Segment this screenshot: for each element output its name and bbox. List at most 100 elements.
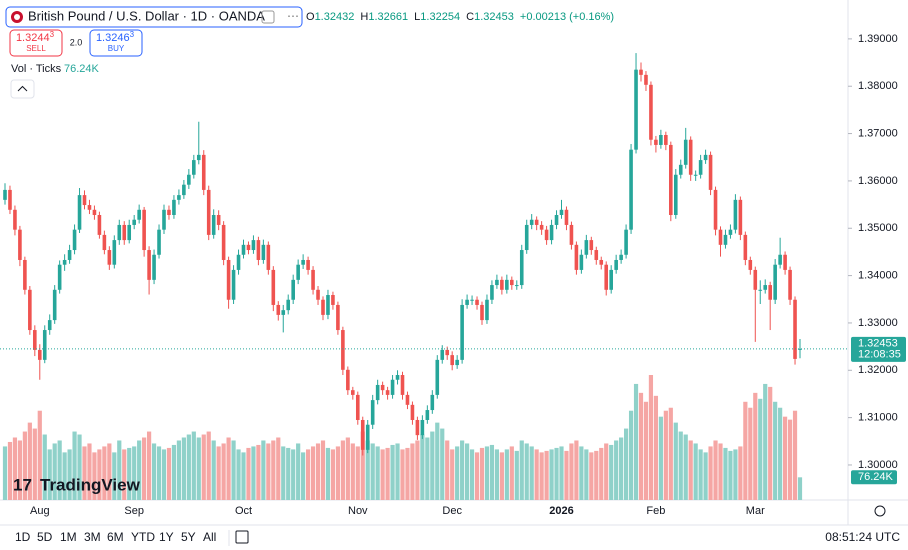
range-button[interactable]: 1D	[15, 530, 31, 544]
volume-bar	[296, 443, 301, 500]
candle-body	[579, 254, 584, 270]
candle-body	[246, 244, 251, 251]
y-tick-label: 1.34000	[858, 270, 898, 282]
volume-bar	[539, 452, 544, 500]
volume-bar	[638, 392, 644, 500]
candle-body	[500, 279, 504, 290]
candle-body	[589, 240, 594, 251]
candle-body	[624, 229, 628, 255]
candle-body	[723, 234, 728, 245]
volume-bar	[494, 449, 500, 500]
volume-bar	[22, 431, 27, 500]
candle-body	[435, 359, 440, 395]
change: +0.00213 (+0.16%)	[520, 11, 614, 23]
candle-body	[67, 250, 72, 260]
candle-body	[678, 164, 683, 175]
range-button[interactable]: 1Y	[159, 530, 174, 544]
volume-bar	[395, 443, 400, 500]
candle-body	[107, 250, 112, 265]
range-button[interactable]: 3M	[84, 530, 101, 544]
x-tick-label: Dec	[442, 505, 462, 517]
y-tick-label: 1.39000	[858, 33, 898, 45]
volume-bar	[142, 437, 147, 500]
candle-body	[3, 189, 7, 200]
volume-bar	[469, 449, 475, 500]
volume-bar	[569, 443, 574, 500]
volume-bar	[489, 444, 495, 500]
candle-body	[544, 229, 549, 241]
volume-bar	[226, 437, 231, 500]
volume-bar	[768, 386, 773, 500]
candle-body	[321, 299, 325, 315]
settings-icon[interactable]	[874, 505, 886, 517]
candle-body	[47, 320, 52, 331]
volume-bar	[370, 443, 375, 500]
volume-bar	[186, 434, 191, 500]
volume-bar	[151, 443, 157, 500]
ohlc-label: O	[306, 11, 315, 23]
candle-body	[455, 359, 459, 366]
volume-bar	[504, 449, 509, 500]
range-button[interactable]: 5D	[37, 530, 53, 544]
volume-bar	[609, 444, 614, 500]
range-button[interactable]: 5Y	[181, 530, 196, 544]
sell-button[interactable]	[9, 29, 63, 57]
candle-body	[316, 289, 320, 300]
x-tick-label: 2026	[549, 505, 573, 517]
volume-bar	[102, 446, 107, 500]
candle-body	[301, 259, 305, 265]
candle-body	[559, 209, 564, 216]
volume-bar	[171, 444, 177, 500]
volume-bar	[385, 447, 390, 500]
range-button[interactable]: 6M	[107, 530, 124, 544]
compare-icon[interactable]	[261, 10, 275, 24]
volume-bar	[797, 477, 803, 500]
y-tick-label: 1.36000	[858, 175, 898, 187]
candle-body	[510, 279, 514, 286]
volume-bar	[763, 383, 768, 500]
more-icon[interactable]: ⋯	[287, 9, 299, 23]
volume-bar	[484, 446, 490, 500]
candle-body	[569, 224, 574, 245]
calendar-icon[interactable]	[235, 530, 249, 544]
range-button[interactable]: 1M	[60, 530, 77, 544]
candle-body	[654, 139, 658, 145]
candle-body	[231, 269, 236, 300]
volume-bar	[330, 449, 336, 500]
buy-button[interactable]	[89, 29, 143, 57]
volume-bar	[584, 449, 589, 500]
volume-bar	[146, 431, 152, 500]
collapse-button[interactable]	[10, 79, 35, 99]
x-tick-label: Nov	[348, 505, 368, 517]
sell-price-pip: 3	[50, 30, 55, 39]
candle-body	[147, 250, 151, 280]
volume-bar	[673, 422, 678, 500]
candle-body	[688, 139, 693, 175]
volume-bar	[390, 444, 395, 500]
x-tick-label: Feb	[646, 505, 665, 517]
y-tick-label: 1.33000	[858, 317, 898, 329]
volume-tag	[851, 470, 897, 485]
candle-body	[708, 154, 713, 190]
volume-bar	[464, 443, 470, 500]
volume-bar	[47, 449, 52, 500]
volume-bar	[440, 428, 445, 500]
candle-body	[529, 219, 534, 225]
candle-body	[698, 160, 703, 175]
range-button[interactable]: YTD	[131, 530, 155, 544]
candle-body	[97, 215, 102, 235]
candle-body	[92, 209, 97, 216]
ohlc-value: 1.32453	[474, 11, 514, 23]
volume-bar	[743, 401, 748, 500]
symbol-box[interactable]	[5, 6, 303, 28]
volume-bar	[678, 431, 683, 500]
candle-body	[266, 244, 271, 270]
range-button[interactable]: All	[203, 530, 216, 544]
volume-bar	[335, 446, 341, 500]
candle-body	[187, 174, 191, 185]
y-tick-label: 1.35000	[858, 222, 898, 234]
volume-bar	[564, 450, 569, 500]
candle-body	[549, 224, 554, 241]
